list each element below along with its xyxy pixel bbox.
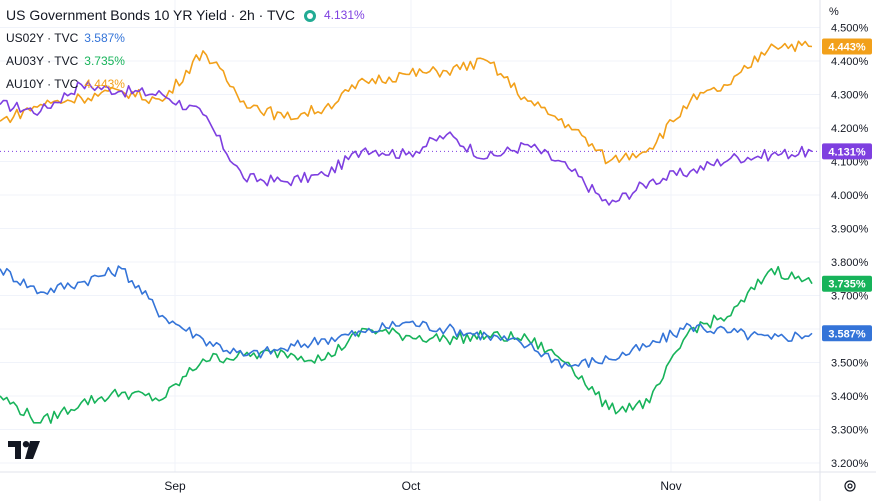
y-tick-label: 4.500% xyxy=(831,22,869,34)
series-line-au03y[interactable] xyxy=(0,265,813,424)
y-tick-label: 3.800% xyxy=(831,257,869,269)
last-value-badge xyxy=(822,143,872,160)
legend-row-us02y[interactable]: US02Y · TVC 3.587% xyxy=(6,27,365,50)
last-value-labels: 4.131% 3.587% 3.735% 4.443% xyxy=(822,38,872,342)
last-value-text: 3.735% xyxy=(828,279,866,291)
price-axis[interactable]: 4.500% 4.400% 4.300% 4.200% 4.100% 4.000% 3.90… xyxy=(831,22,869,470)
legend-value: 4.443% xyxy=(84,77,125,91)
last-value-label: 4.443% xyxy=(822,38,872,55)
market-status-icon xyxy=(303,9,316,22)
y-tick-label: 4.200% xyxy=(831,123,869,135)
last-value-label: 3.587% xyxy=(822,325,872,342)
legend-title-value: 4.131% xyxy=(323,8,365,22)
legend-value: 3.735% xyxy=(84,54,125,68)
last-value-badge xyxy=(822,325,872,342)
legend-label: AU10Y · TVC xyxy=(6,77,79,91)
legend: US Government Bonds 10 YR Yield · 2h · T… xyxy=(6,4,365,96)
legend-row-au03y[interactable]: AU03Y · TVC 3.735% xyxy=(6,50,365,73)
y-tick-label: 4.300% xyxy=(831,89,869,101)
last-value-text: 4.131% xyxy=(828,146,866,158)
y-tick-label: 4.400% xyxy=(831,56,869,68)
last-value-badge xyxy=(822,275,872,292)
last-value-label: 3.735% xyxy=(822,275,872,292)
y-tick-label: 3.900% xyxy=(831,223,869,235)
last-value-badge xyxy=(822,38,872,55)
x-tick-label: Oct xyxy=(402,479,421,493)
axis-unit-label[interactable]: % xyxy=(829,6,839,18)
tradingview-logo-icon[interactable] xyxy=(8,441,40,459)
legend-label: AU03Y · TVC xyxy=(6,54,79,68)
time-axis[interactable]: Sep Oct Nov xyxy=(164,479,681,493)
legend-value: 3.587% xyxy=(84,31,125,45)
gear-icon[interactable] xyxy=(843,479,857,493)
legend-title: US Government Bonds 10 YR Yield · 2h · T… xyxy=(6,7,295,23)
legend-row-au10y[interactable]: AU10Y · TVC 4.443% xyxy=(6,73,365,96)
series-line-us-government-bonds-10-yr-yield[interactable] xyxy=(0,80,813,206)
legend-main-row[interactable]: US Government Bonds 10 YR Yield · 2h · T… xyxy=(6,4,365,27)
x-tick-label: Nov xyxy=(660,479,681,493)
y-tick-label: 3.200% xyxy=(831,458,869,470)
x-tick-label: Sep xyxy=(164,479,186,493)
legend-label: US02Y · TVC xyxy=(6,31,79,45)
last-value-text: 4.443% xyxy=(828,42,866,54)
last-value-text: 3.587% xyxy=(828,328,866,340)
series-line-us02y[interactable] xyxy=(0,265,813,369)
y-tick-label: 3.700% xyxy=(831,290,869,302)
last-value-label: 4.131% xyxy=(822,143,872,160)
y-tick-label: 3.500% xyxy=(831,357,869,369)
series-line-au10y[interactable] xyxy=(0,40,813,165)
y-tick-label: 4.100% xyxy=(831,156,869,168)
y-tick-label: 4.000% xyxy=(831,190,869,202)
plot-area xyxy=(0,40,813,424)
y-tick-label: 3.300% xyxy=(831,424,869,436)
y-tick-label: 3.400% xyxy=(831,391,869,403)
